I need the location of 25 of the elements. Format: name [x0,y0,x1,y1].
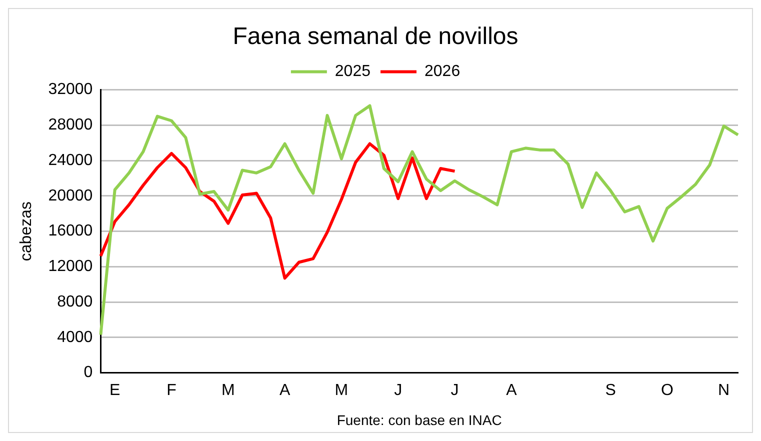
y-tick-label: 0 [84,364,93,382]
legend-label: 2026 [424,63,460,80]
y-tick-label: 20000 [48,187,93,204]
y-tick-label: 24000 [48,152,93,169]
x-tick-label: O [660,382,674,399]
x-tick-label: A [279,382,290,399]
x-tick-label: A [506,382,518,399]
x-tick-label: E [110,382,120,399]
y-axis-title: cabezas [18,202,36,262]
y-tick-label: 16000 [48,222,93,240]
x-tick-label: F [166,382,177,399]
y-tick-label: 28000 [48,116,93,134]
chart-title: Faena semanal de novillos [232,23,518,50]
x-tick-label: J [450,382,459,399]
x-tick-label: J [394,382,402,399]
x-tick-label: S [605,382,616,399]
source-note: Fuente: con base en INAC [336,412,502,428]
x-tick-label: M [221,382,235,399]
y-tick-label: 4000 [57,328,93,346]
y-tick-label: 32000 [48,81,93,98]
y-tick-label: 12000 [48,258,93,276]
x-tick-label: N [718,382,730,399]
y-tick-label: 8000 [57,293,93,310]
x-tick-label: M [334,382,348,399]
legend-label: 2025 [334,63,371,80]
